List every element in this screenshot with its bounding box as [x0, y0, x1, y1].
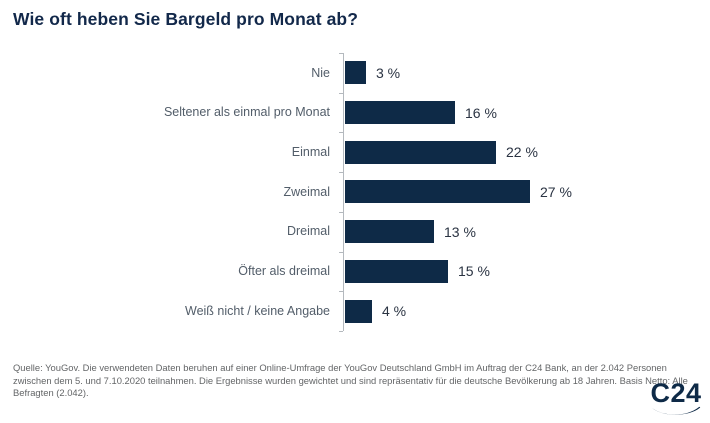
tick-mark	[339, 252, 343, 253]
bar	[345, 299, 372, 323]
category-label: Zweimal	[283, 184, 330, 199]
c24-logo-text: C24	[650, 378, 702, 408]
value-label: 22 %	[506, 144, 538, 161]
y-axis-line	[343, 53, 344, 331]
tick-mark	[339, 291, 343, 292]
bar	[345, 220, 434, 244]
value-label: 4 %	[382, 303, 407, 320]
bar-row: Einmal 22 %	[0, 132, 710, 172]
bar	[345, 140, 496, 164]
value-label: 3 %	[376, 64, 401, 81]
tick-mark	[339, 53, 343, 54]
category-label: Nie	[311, 65, 330, 80]
bar-row: Weiß nicht / keine Angabe 4 %	[0, 291, 710, 331]
value-label: 16 %	[465, 104, 497, 121]
category-label: Einmal	[291, 145, 330, 160]
page-title: Wie oft heben Sie Bargeld pro Monat ab?	[13, 9, 359, 29]
bar-row: Dreimal 13 %	[0, 212, 710, 252]
bar	[345, 61, 366, 85]
bar-chart: Nie 3 % Seltener als einmal pro Monat 16 % E…	[0, 53, 710, 332]
category-label: Weiß nicht / keine Angabe	[185, 303, 330, 318]
category-label: Seltener als einmal pro Monat	[163, 105, 330, 120]
bar	[345, 101, 455, 125]
value-label: 13 %	[444, 223, 476, 240]
source-text: Quelle: YouGov. Die verwendeten Daten be…	[13, 362, 688, 399]
bar-row: Nie 3 %	[0, 53, 710, 93]
bar	[345, 259, 448, 283]
tick-mark	[339, 212, 343, 213]
tick-mark	[339, 132, 343, 133]
category-label: Dreimal	[286, 224, 330, 239]
tick-mark	[339, 331, 343, 332]
bar-row: Öfter als dreimal 15 %	[0, 252, 710, 292]
value-label: 27 %	[540, 183, 572, 200]
bar-row: Seltener als einmal pro Monat 16 %	[0, 93, 710, 133]
c24-logo: C24	[649, 380, 703, 418]
category-label: Öfter als dreimal	[238, 264, 330, 279]
tick-mark	[339, 172, 343, 173]
bar-row: Zweimal 27 %	[0, 172, 710, 212]
tick-mark	[339, 93, 343, 94]
logo-swoosh-icon	[652, 406, 701, 415]
bar	[345, 180, 530, 204]
value-label: 15 %	[458, 263, 490, 280]
